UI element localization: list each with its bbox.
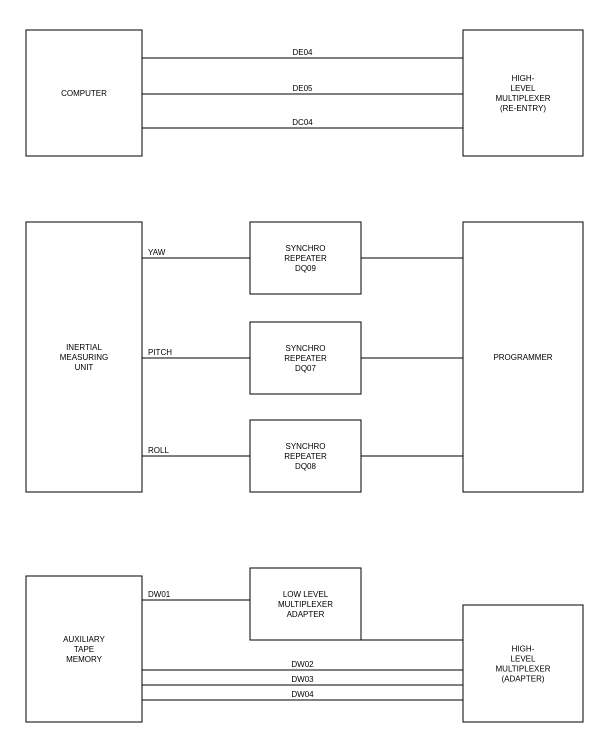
box-hl_adapter bbox=[463, 605, 583, 722]
box-hl_reentry-label-1: LEVEL bbox=[511, 84, 536, 93]
box-hl_reentry-label-0: HIGH- bbox=[512, 74, 535, 83]
box-sr_roll-label-1: REPEATER bbox=[284, 452, 327, 461]
box-programmer-label-0: PROGRAMMER bbox=[493, 353, 552, 362]
box-hl_reentry-label-3: (RE-ENTRY) bbox=[500, 104, 546, 113]
edge-dc04-label: DC04 bbox=[292, 118, 313, 127]
box-ll_adapter-label-0: LOW LEVEL bbox=[283, 590, 329, 599]
box-ll_adapter-label-2: ADAPTER bbox=[287, 610, 325, 619]
box-sr_roll-label-0: SYNCHRO bbox=[285, 442, 325, 451]
box-hl_adapter-label-2: MULTIPLEXER bbox=[496, 665, 551, 674]
edge-de04-label: DE04 bbox=[292, 48, 313, 57]
box-imu-label-1: MEASURING bbox=[60, 353, 108, 362]
box-sr_pitch-label-1: REPEATER bbox=[284, 354, 327, 363]
box-imu-label-2: UNIT bbox=[75, 363, 94, 372]
box-aux_tape-label-0: AUXILIARY bbox=[63, 635, 105, 644]
box-sr_pitch-label-2: DQ07 bbox=[295, 364, 316, 373]
edge-yaw-label: YAW bbox=[148, 248, 166, 257]
edge-dw01-label: DW01 bbox=[148, 590, 171, 599]
box-sr_yaw-label-0: SYNCHRO bbox=[285, 244, 325, 253]
edge-dw03-label: DW03 bbox=[291, 675, 314, 684]
box-computer-label-0: COMPUTER bbox=[61, 89, 107, 98]
box-aux_tape-label-1: TAPE bbox=[74, 645, 94, 654]
block-diagram: COMPUTERHIGH-LEVELMULTIPLEXER(RE-ENTRY)I… bbox=[0, 0, 606, 755]
box-sr_roll-label-2: DQ08 bbox=[295, 462, 316, 471]
box-imu-label-0: INERTIAL bbox=[66, 343, 102, 352]
box-hl_reentry-label-2: MULTIPLEXER bbox=[496, 94, 551, 103]
box-aux_tape-label-2: MEMORY bbox=[66, 655, 103, 664]
box-hl_adapter-label-1: LEVEL bbox=[511, 655, 536, 664]
edge-pitch-label: PITCH bbox=[148, 348, 172, 357]
box-sr_yaw-label-2: DQ09 bbox=[295, 264, 316, 273]
box-sr_pitch-label-0: SYNCHRO bbox=[285, 344, 325, 353]
edge-dw04-label: DW04 bbox=[291, 690, 314, 699]
edge-de05-label: DE05 bbox=[292, 84, 313, 93]
edge-roll-label: ROLL bbox=[148, 446, 169, 455]
box-sr_yaw-label-1: REPEATER bbox=[284, 254, 327, 263]
box-hl_adapter-label-0: HIGH- bbox=[512, 645, 535, 654]
box-hl_reentry bbox=[463, 30, 583, 156]
box-ll_adapter-label-1: MULTIPLEXER bbox=[278, 600, 333, 609]
edge-dw02-label: DW02 bbox=[291, 660, 314, 669]
box-hl_adapter-label-3: (ADAPTER) bbox=[501, 675, 544, 684]
